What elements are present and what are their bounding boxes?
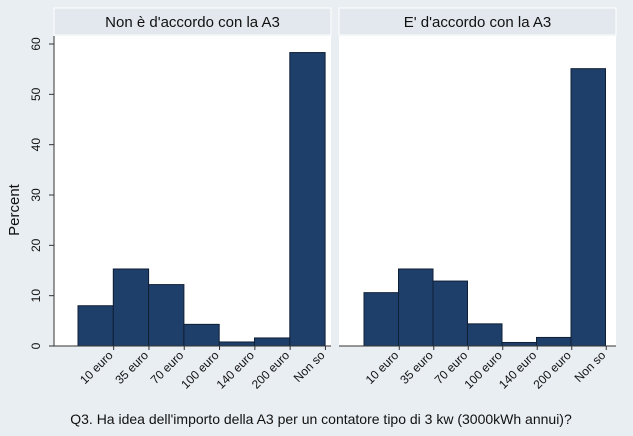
y-tick-label: 60	[29, 37, 43, 51]
y-tick-label: 40	[29, 138, 43, 152]
bar-100-euro	[467, 323, 503, 347]
panel-header	[53, 7, 332, 36]
y-tick-label: 20	[29, 238, 43, 252]
bar-140-euro	[501, 341, 537, 347]
y-tick-label: 30	[29, 188, 43, 202]
y-tick-label: 50	[29, 87, 43, 101]
bar-35-euro	[112, 268, 150, 347]
bar-10-euro	[363, 292, 399, 347]
bar-10-euro	[77, 305, 114, 347]
panel-title: E' d'accordo con la A3	[404, 14, 552, 31]
plot-area	[54, 36, 331, 346]
bar-100-euro	[183, 323, 220, 347]
panel-title: Non è d'accordo con la A3	[105, 14, 280, 31]
x-axis-label: Q3. Ha idea dell'importo della A3 per un…	[70, 411, 572, 427]
y-tick-label: 10	[29, 289, 43, 303]
bar-70-euro	[148, 284, 185, 347]
bar-70-euro	[432, 280, 468, 347]
bar-200-euro	[536, 336, 572, 347]
bar-140-euro	[218, 341, 255, 347]
bar-200-euro	[254, 337, 291, 347]
y-axis: 0 10 20 30 40 50 60	[29, 36, 55, 349]
panel-header	[338, 7, 617, 36]
y-tick-label: 0	[29, 342, 43, 349]
bar-non-so	[289, 52, 326, 347]
bar-35-euro	[398, 268, 434, 347]
y-axis-label: Percent	[6, 183, 23, 236]
bar-non-so	[570, 68, 606, 347]
